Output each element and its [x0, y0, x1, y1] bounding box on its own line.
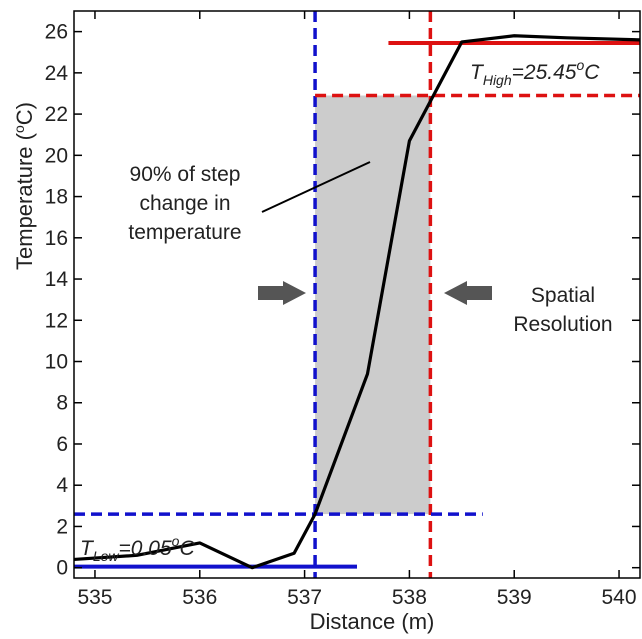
y-axis-title: Temperature (oC) — [11, 102, 37, 270]
t-high-sup: o — [576, 57, 584, 73]
y-tick-label: 6 — [56, 433, 68, 456]
t-high-value: =25.45 — [512, 61, 577, 84]
step-change-pointer-line — [261, 161, 371, 213]
t-low-unit: C — [179, 537, 195, 560]
t-high-subscript: High — [483, 72, 512, 88]
y-tick-label: 16 — [45, 227, 68, 250]
svg-text:THigh=25.45oC: THigh=25.45oC — [470, 57, 600, 88]
y-tick-label: 14 — [45, 268, 69, 291]
x-axis-title: Distance (m) — [310, 609, 435, 634]
step-change-line-2: change in — [139, 192, 230, 215]
t-high-unit: C — [584, 61, 600, 84]
y-tick-label: 18 — [45, 186, 68, 209]
t-low-subscript: Low — [93, 548, 120, 564]
y-tick-label: 4 — [56, 474, 68, 497]
y-tick-label: 20 — [45, 144, 68, 167]
y-tick-label: 26 — [45, 21, 68, 44]
temperature-series-line — [73, 34, 641, 570]
y-axis-title-tail: C) — [12, 102, 37, 125]
x-axis-ticks: 535 536 537 538 539 540 — [77, 11, 637, 609]
y-tick-label: 22 — [45, 103, 68, 126]
x-tick-label: 539 — [497, 586, 532, 609]
y-tick-label: 8 — [56, 392, 68, 415]
reference-lines — [74, 11, 640, 578]
t-low-value: =0.05 — [119, 537, 172, 560]
y-tick-label: 10 — [45, 351, 68, 374]
t-low-sup: o — [172, 533, 180, 549]
t-low-symbol: T — [80, 537, 95, 560]
y-tick-label: 2 — [56, 515, 68, 538]
y-tick-label: 0 — [56, 557, 68, 580]
t-high-label: THigh=25.45oC — [463, 52, 633, 88]
t-high-symbol: T — [470, 61, 485, 84]
x-tick-label: 540 — [602, 586, 637, 609]
x-tick-label: 536 — [182, 586, 217, 609]
t-low-label: TLow=0.05oC — [80, 533, 195, 564]
x-tick-label: 537 — [287, 586, 322, 609]
x-tick-label: 535 — [77, 586, 112, 609]
shaded-region — [315, 95, 431, 515]
spatial-resolution-line-1: Spatial — [531, 284, 595, 307]
svg-text:TLow=0.05oC: TLow=0.05oC — [80, 533, 195, 564]
step-change-line-1: 90% of step — [130, 163, 241, 186]
plot-frame — [73, 10, 641, 579]
right-arrow-icon — [444, 281, 492, 305]
step-change-line-3: temperature — [128, 221, 241, 244]
y-tick-label: 24 — [45, 62, 69, 85]
spatial-resolution-line-2: Resolution — [513, 313, 612, 336]
spatial-resolution-annotation: Spatial Resolution — [258, 281, 613, 336]
y-axis-title-sup: o — [11, 125, 27, 133]
left-arrow-icon — [258, 281, 306, 305]
y-axis-title-main: Temperature ( — [12, 132, 37, 270]
step-change-annotation: 90% of step change in temperature — [128, 161, 371, 244]
x-tick-label: 538 — [392, 586, 427, 609]
y-tick-label: 12 — [45, 309, 68, 332]
